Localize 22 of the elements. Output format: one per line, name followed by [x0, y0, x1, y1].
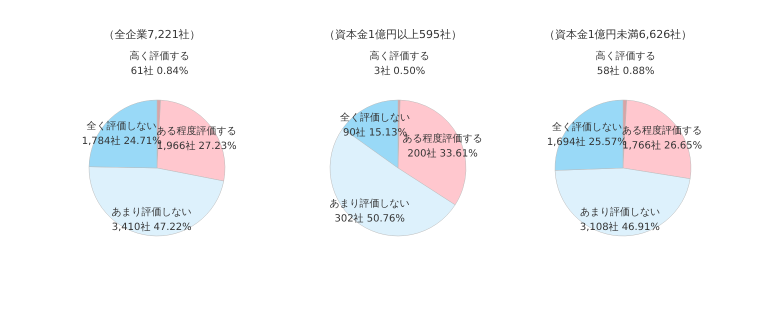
slice-label: 高く評価する: [370, 50, 430, 62]
slice-label: ある程度評価する: [402, 132, 483, 145]
slice-label: あまり評価しない: [580, 206, 660, 218]
data-label: 200社 33.61%: [407, 148, 478, 160]
slice-label: 全く評価しない: [340, 111, 410, 124]
data-label: 302社 50.76%: [334, 212, 405, 225]
slice-label: 高く評価する: [596, 50, 656, 62]
data-label: 61社 0.84%: [130, 65, 188, 78]
slice-label: 高く評価する: [130, 50, 190, 62]
chart-title: （資本金1億円以上595社）: [324, 28, 462, 41]
chart-title: （資本金1億円未満6,626社）: [544, 28, 692, 41]
slice-label: ある程度評価する: [622, 124, 702, 136]
data-label: 58社 0.88%: [596, 65, 655, 78]
slice-label: ある程度評価する: [156, 125, 237, 138]
slice-label: あまり評価しない: [112, 206, 192, 218]
chart-title: （全企業7,221社）: [103, 28, 201, 41]
data-label: 3,108社 46.91%: [580, 221, 660, 234]
data-label: 3,410社 47.22%: [112, 221, 192, 234]
slice-label: 全く評価しない: [86, 120, 157, 132]
slice-label: あまり評価しない: [330, 198, 410, 210]
data-label: 3社 0.50%: [374, 65, 426, 78]
slice-label: 全く評価しない: [552, 121, 622, 134]
